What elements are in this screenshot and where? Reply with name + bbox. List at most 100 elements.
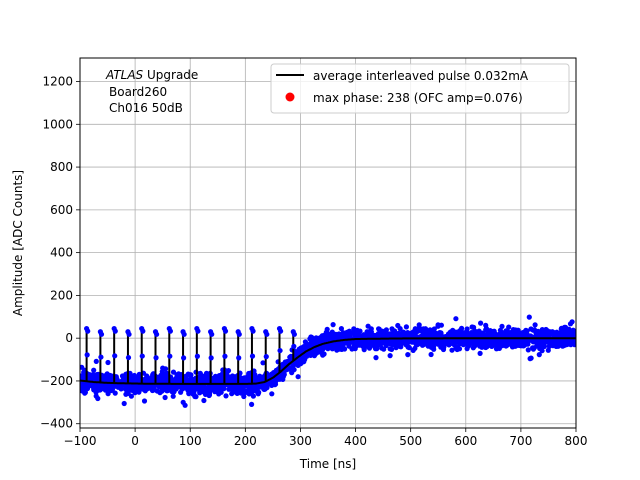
sample-point	[483, 339, 489, 345]
annotation-suffix: Upgrade	[143, 68, 198, 82]
sample-point	[204, 376, 210, 382]
sample-point	[322, 333, 328, 339]
x-axis-label: Time [ns]	[299, 457, 356, 471]
sample-point	[82, 390, 88, 396]
sample-point	[409, 332, 415, 338]
sample-point	[321, 351, 327, 357]
x-axis-ticks: −100 0 100 200 300 400 500 600 700 800	[64, 428, 587, 448]
sample-point	[340, 340, 346, 346]
sample-point	[389, 346, 395, 352]
spike-mid-point	[263, 354, 269, 360]
sample-point	[277, 376, 283, 382]
spike-cap	[181, 331, 187, 337]
sample-point	[379, 345, 385, 351]
sample-point	[417, 338, 423, 344]
sample-point	[213, 376, 219, 382]
sample-point	[80, 364, 85, 370]
sample-point	[170, 393, 176, 399]
sample-point	[175, 373, 181, 380]
sample-point	[223, 393, 229, 399]
sample-point	[536, 352, 542, 358]
spike-mid-point	[249, 353, 256, 359]
sample-point	[558, 326, 564, 332]
sample-point	[400, 329, 406, 335]
sample-point	[479, 344, 485, 350]
sample-point	[304, 351, 310, 358]
sample-point	[334, 347, 340, 353]
spike-mid-point	[84, 352, 90, 358]
sample-point	[99, 384, 105, 390]
sample-point	[160, 365, 166, 371]
legend-box	[270, 63, 570, 114]
sample-point	[308, 334, 314, 340]
sample-point	[80, 387, 84, 393]
sample-point	[396, 331, 402, 337]
legend-entry-max-phase: max phase: 238 (OFC amp=0.076)	[313, 91, 523, 105]
sample-point	[383, 342, 389, 349]
y-tick-label: −200	[40, 374, 73, 388]
annotation-experiment: ATLAS	[105, 68, 144, 82]
sample-point	[567, 321, 574, 327]
sample-point	[488, 331, 494, 337]
sample-point	[232, 387, 238, 393]
plot-content	[80, 314, 576, 408]
y-axis-ticks: −400 −200 0 200 400 600 800 1000 1200	[40, 75, 80, 431]
sample-point	[569, 338, 575, 345]
sample-point	[229, 383, 235, 389]
sample-point	[365, 342, 371, 348]
sample-point	[483, 344, 489, 351]
sample-point	[376, 326, 382, 332]
sample-point	[94, 388, 100, 394]
sample-point	[380, 338, 387, 345]
sample-point	[252, 372, 258, 378]
sample-point	[515, 327, 521, 333]
sample-point	[471, 329, 477, 336]
average-pulse-line	[80, 337, 576, 385]
sample-point	[520, 343, 527, 349]
spike-cap	[126, 331, 132, 337]
sample-point	[246, 370, 252, 377]
sample-point	[383, 327, 389, 333]
annotation: ATLAS Upgrade Board260 Ch016 50dB	[105, 68, 198, 115]
sample-point	[182, 402, 188, 408]
sample-point	[336, 332, 342, 339]
sample-point	[252, 376, 258, 382]
sample-point	[355, 330, 361, 336]
sample-point	[437, 330, 443, 336]
sample-point	[459, 325, 465, 331]
sample-point	[193, 394, 199, 400]
sample-point	[509, 332, 515, 338]
spike-mid-point	[98, 354, 104, 360]
sample-point	[112, 390, 118, 396]
sample-point	[539, 327, 545, 333]
y-tick-label: 1200	[42, 75, 73, 89]
sample-point	[562, 324, 569, 330]
legend-entry-average: average interleaved pulse 0.032mA	[313, 69, 529, 83]
sample-point	[295, 374, 301, 380]
sample-point	[89, 374, 95, 380]
sample-point	[269, 391, 275, 397]
sample-point	[118, 386, 124, 392]
sample-point	[393, 345, 399, 351]
legend-circle-swatch	[285, 92, 295, 102]
sample-point	[91, 367, 97, 373]
sample-point	[476, 340, 482, 346]
sample-point	[351, 326, 357, 332]
sample-point	[162, 394, 168, 401]
annotation-line3: Ch016 50dB	[109, 101, 183, 115]
sample-point	[120, 373, 126, 379]
x-tick-label: −100	[64, 434, 97, 448]
legend: average interleaved pulse 0.032mA max ph…	[270, 63, 570, 114]
y-tick-label: −400	[40, 417, 73, 431]
spike-cap	[236, 331, 242, 337]
spike-cap	[264, 331, 270, 337]
x-tick-label: 700	[509, 434, 532, 448]
sample-point	[550, 329, 556, 335]
spike-cap	[98, 331, 105, 337]
x-tick-label: 0	[131, 434, 139, 448]
sample-point	[136, 388, 142, 394]
sample-point	[506, 324, 512, 330]
spike-cap	[112, 328, 118, 334]
sample-point	[339, 346, 345, 352]
